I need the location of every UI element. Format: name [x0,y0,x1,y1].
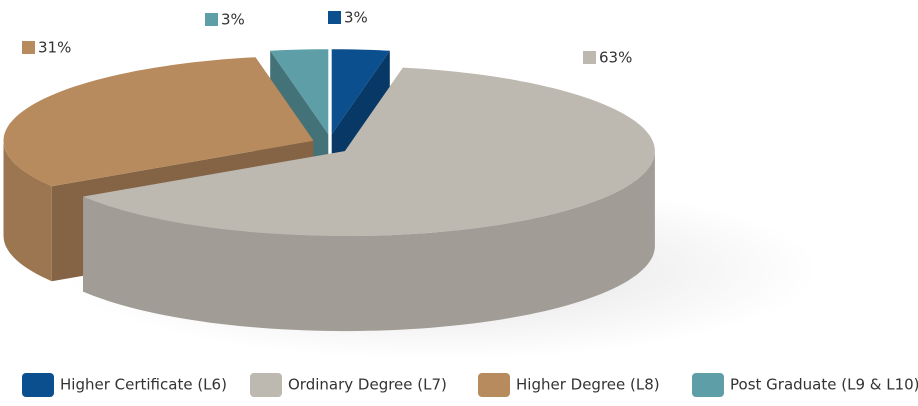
slice-wall [83,151,655,332]
legend-swatch [22,373,54,397]
slice-top [270,49,329,135]
label-swatch [583,51,596,64]
slice-top [331,49,390,135]
label-swatch [205,13,218,26]
label-swatch [22,41,35,54]
legend-swatch [478,373,510,397]
legend-label: Ordinary Degree (L7) [288,376,447,394]
legend-swatch [250,373,282,397]
slice-wall [3,140,52,282]
data-label: 3% [344,9,368,27]
legend-label: Post Graduate (L9 & L10) [730,376,918,394]
data-label: 31% [38,39,71,57]
slice-top [3,57,314,187]
data-label: 63% [599,49,632,67]
legend-label: Higher Certificate (L6) [60,376,227,394]
legend-swatch [692,373,724,397]
pie-slice [83,67,655,332]
label-swatch [328,11,341,24]
data-label: 3% [221,11,245,29]
legend-label: Higher Degree (L8) [516,376,660,394]
slice-top [83,67,655,237]
